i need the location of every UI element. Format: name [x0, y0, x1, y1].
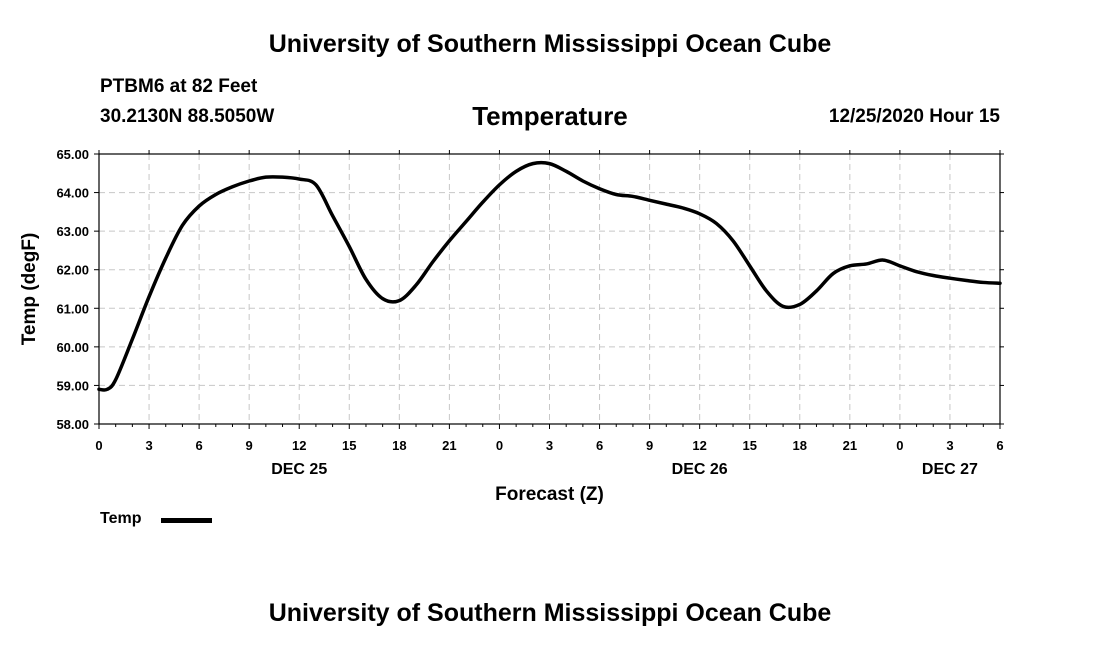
y-tick-label: 58.00: [56, 417, 89, 432]
x-tick-label: 12: [292, 438, 306, 453]
variable-title: Temperature: [472, 101, 628, 131]
x-tick-label: 3: [546, 438, 553, 453]
x-tick-label: 21: [442, 438, 456, 453]
x-tick-label: 6: [996, 438, 1003, 453]
legend-line-swatch: [161, 518, 212, 523]
x-tick-label: 9: [246, 438, 253, 453]
x-tick-label: 12: [692, 438, 706, 453]
x-tick-label: 3: [946, 438, 953, 453]
x-tick-label: 18: [392, 438, 406, 453]
x-tick-label: 6: [596, 438, 603, 453]
y-tick-label: 62.00: [56, 263, 89, 278]
coordinates-label: 30.2130N 88.5050W: [100, 106, 275, 127]
chart-main-title: University of Southern Mississippi Ocean…: [268, 30, 832, 58]
footer-title: University of Southern Mississippi Ocean…: [268, 599, 832, 627]
x-tick-label: 15: [342, 438, 356, 453]
x-tick-label: 15: [742, 438, 756, 453]
y-axis-label: Temp (degF): [19, 233, 40, 346]
y-tick-label: 59.00: [56, 378, 89, 393]
y-tick-label: 61.00: [56, 301, 89, 316]
date-label: DEC 25: [271, 461, 327, 478]
y-tick-label: 64.00: [56, 186, 89, 201]
y-tick-label: 60.00: [56, 340, 89, 355]
x-tick-label: 6: [195, 438, 202, 453]
x-tick-label: 9: [646, 438, 653, 453]
station-label: PTBM6 at 82 Feet: [100, 76, 258, 97]
date-label: DEC 27: [922, 461, 978, 478]
date-label: DEC 26: [672, 461, 728, 478]
x-tick-label: 0: [496, 438, 503, 453]
x-tick-label: 0: [896, 438, 903, 453]
y-tick-label: 65.00: [56, 147, 89, 162]
x-tick-label: 3: [145, 438, 152, 453]
datetime-label: 12/25/2020 Hour 15: [828, 106, 1000, 127]
x-tick-label: 18: [793, 438, 807, 453]
x-tick-label: 0: [95, 438, 102, 453]
series-line-temp: [97, 160, 1002, 392]
legend-label: Temp: [100, 510, 142, 527]
plot-frame: [98, 153, 1001, 425]
x-tick-label: 21: [843, 438, 857, 453]
y-tick-label: 63.00: [56, 224, 89, 239]
x-axis-label: Forecast (Z): [495, 484, 604, 505]
